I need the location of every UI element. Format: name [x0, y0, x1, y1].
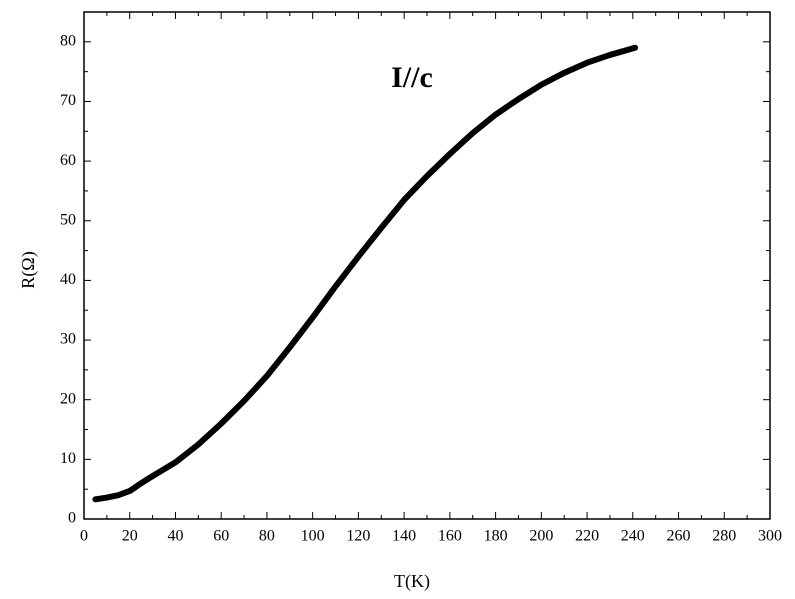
- y-axis-label: R(Ω): [18, 251, 39, 288]
- y-tick-label: 10: [60, 450, 76, 467]
- annotation: I//c: [391, 61, 433, 94]
- y-tick-label: 30: [60, 331, 76, 348]
- x-tick-label: 120: [346, 528, 370, 545]
- x-tick-label: 0: [80, 528, 88, 545]
- y-tick-label: 60: [60, 152, 76, 169]
- x-tick-label: 100: [301, 528, 325, 545]
- y-tick-label: 40: [60, 271, 76, 288]
- y-tick-label: 50: [60, 211, 76, 228]
- x-tick-label: 280: [712, 528, 736, 545]
- x-tick-label: 220: [575, 528, 599, 545]
- x-tick-label: 20: [122, 528, 138, 545]
- y-tick-label: 80: [60, 32, 76, 49]
- data-line: [92, 44, 639, 503]
- y-tick-label: 0: [68, 510, 76, 527]
- x-tick-label: 240: [621, 528, 645, 545]
- x-tick-label: 160: [438, 528, 462, 545]
- y-tick-label: 20: [60, 390, 76, 407]
- x-tick-label: 260: [667, 528, 691, 545]
- x-tick-label: 180: [484, 528, 508, 545]
- x-tick-label: 140: [392, 528, 416, 545]
- x-tick-label: 60: [213, 528, 229, 545]
- x-tick-label: 80: [259, 528, 275, 545]
- x-axis-label: T(K): [394, 571, 430, 592]
- x-tick-label: 200: [529, 528, 553, 545]
- x-tick-label: 300: [758, 528, 782, 545]
- x-tick-label: 40: [167, 528, 183, 545]
- y-tick-label: 70: [60, 92, 76, 109]
